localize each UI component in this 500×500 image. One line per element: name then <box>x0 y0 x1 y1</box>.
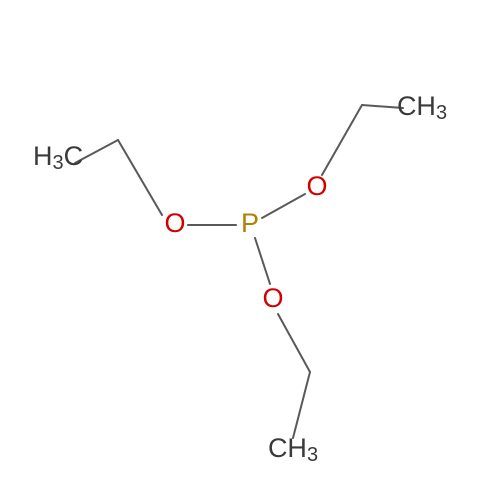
atom-CH3b: CH3 <box>397 91 447 124</box>
atom-O2: O <box>306 171 327 201</box>
atom-CH3c: CH3 <box>268 433 318 466</box>
bonds <box>75 105 403 438</box>
bond <box>262 194 305 218</box>
atom-labels: P O O O H3C CH3 CH3 <box>33 91 447 466</box>
atom-CH3a: H3C <box>33 141 83 174</box>
molecule-diagram: P O O O H3C CH3 CH3 <box>0 0 500 500</box>
atom-P: P <box>241 208 259 238</box>
bond <box>293 372 310 438</box>
atom-O3: O <box>262 283 283 313</box>
bond <box>322 105 362 175</box>
bond <box>118 140 162 215</box>
atom-O1: O <box>164 208 185 238</box>
bond <box>278 314 310 372</box>
bond <box>255 238 270 284</box>
